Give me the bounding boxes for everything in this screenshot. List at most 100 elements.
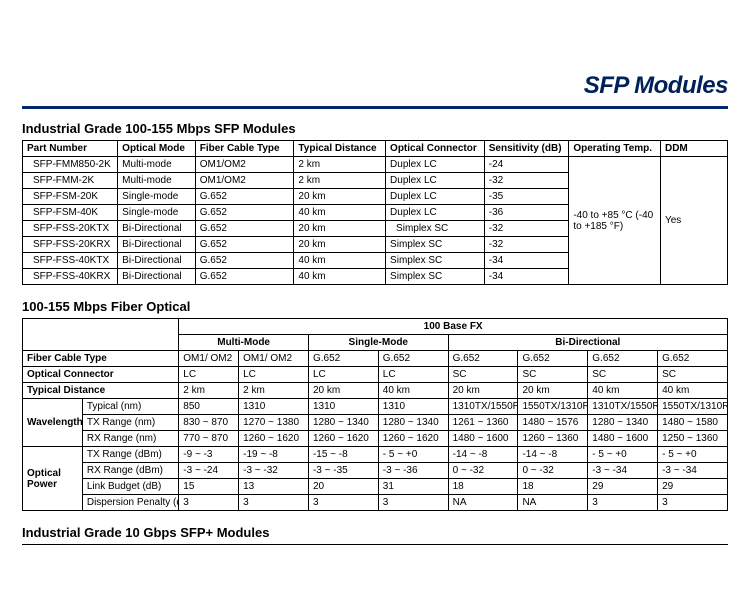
table-row: Optical Connector LC LC LC LC SC SC SC S… bbox=[23, 367, 728, 383]
cell: G.652 bbox=[448, 351, 518, 367]
col-fiber-cable-type: Fiber Cable Type bbox=[195, 141, 294, 157]
col-ddm: DDM bbox=[660, 141, 727, 157]
cell: -14 ~ -8 bbox=[518, 447, 588, 463]
cell: SFP-FSS-20KTX bbox=[23, 221, 118, 237]
cell: 40 km bbox=[294, 269, 386, 285]
cell: NA bbox=[518, 495, 588, 511]
row-rx-range-nm: RX Range (nm) bbox=[82, 431, 178, 447]
cell: 1280 ~ 1340 bbox=[588, 415, 658, 431]
cell: -35 bbox=[484, 189, 569, 205]
table-row: Fiber Cable Type OM1/ OM2 OM1/ OM2 G.652… bbox=[23, 351, 728, 367]
cell: 31 bbox=[378, 479, 448, 495]
cell: 1310 bbox=[378, 399, 448, 415]
table-row: TX Range (nm) 830 ~ 870 1270 ~ 1380 1280… bbox=[23, 415, 728, 431]
cell: 29 bbox=[658, 479, 728, 495]
cell: 40 km bbox=[658, 383, 728, 399]
cell: G.652 bbox=[195, 253, 294, 269]
cell: G.652 bbox=[195, 221, 294, 237]
row-tx-range-dbm: TX Range (dBm) bbox=[82, 447, 178, 463]
row-tx-range-nm: TX Range (nm) bbox=[82, 415, 178, 431]
cell: -34 bbox=[484, 269, 569, 285]
cell: G.652 bbox=[195, 189, 294, 205]
cell: G.652 bbox=[378, 351, 448, 367]
cell: -34 bbox=[484, 253, 569, 269]
cell: G.652 bbox=[588, 351, 658, 367]
section3-heading: Industrial Grade 10 Gbps SFP+ Modules bbox=[22, 525, 728, 540]
cell: SFP-FMM-2K bbox=[23, 173, 118, 189]
table-sfp-100-155: Part Number Optical Mode Fiber Cable Typ… bbox=[22, 140, 728, 285]
cell: 1280 ~ 1340 bbox=[378, 415, 448, 431]
cell: -14 ~ -8 bbox=[448, 447, 518, 463]
cell: 20 km bbox=[294, 189, 386, 205]
cell: Simplex SC bbox=[386, 221, 485, 237]
cell: LC bbox=[308, 367, 378, 383]
cell: 1550TX/1310RX bbox=[518, 399, 588, 415]
row-group-optical-power: Optical Power bbox=[23, 447, 83, 511]
cell: SFP-FSS-40KRX bbox=[23, 269, 118, 285]
table-row: RX Range (dBm) -3 ~ -24 -3 ~ -32 -3 ~ -3… bbox=[23, 463, 728, 479]
cell: 3 bbox=[179, 495, 239, 511]
cell: 3 bbox=[308, 495, 378, 511]
cell: NA bbox=[448, 495, 518, 511]
cell: Duplex LC bbox=[386, 205, 485, 221]
cell: SC bbox=[448, 367, 518, 383]
cell: -3 ~ -36 bbox=[378, 463, 448, 479]
cell: Duplex LC bbox=[386, 189, 485, 205]
row-fiber-cable-type: Fiber Cable Type bbox=[23, 351, 179, 367]
cell: G.652 bbox=[195, 269, 294, 285]
cell: Bi-Directional bbox=[118, 269, 196, 285]
cell: - 5 ~ +0 bbox=[378, 447, 448, 463]
page-title: SFP Modules bbox=[22, 72, 728, 100]
cell: -36 bbox=[484, 205, 569, 221]
cell: -9 ~ -3 bbox=[179, 447, 239, 463]
cell: 3 bbox=[239, 495, 309, 511]
cell: Multi-mode bbox=[118, 173, 196, 189]
section2-heading: 100-155 Mbps Fiber Optical bbox=[22, 299, 728, 314]
cell: Duplex LC bbox=[386, 157, 485, 173]
table-row: Typical Distance 2 km 2 km 20 km 40 km 2… bbox=[23, 383, 728, 399]
cell: -3 ~ -24 bbox=[179, 463, 239, 479]
blank-header bbox=[23, 319, 179, 351]
group-single-mode: Single-Mode bbox=[308, 335, 448, 351]
cell: Single-mode bbox=[118, 205, 196, 221]
cell: 40 km bbox=[294, 205, 386, 221]
cell: - 5 ~ +0 bbox=[658, 447, 728, 463]
cell: 830 ~ 870 bbox=[179, 415, 239, 431]
cell: 1310TX/1550RX bbox=[588, 399, 658, 415]
cell: 1310TX/1550RX bbox=[448, 399, 518, 415]
cell: Duplex LC bbox=[386, 173, 485, 189]
cell: SFP-FMM850-2K bbox=[23, 157, 118, 173]
cell: -3 ~ -35 bbox=[308, 463, 378, 479]
cell: 40 km bbox=[294, 253, 386, 269]
cell: Multi-mode bbox=[118, 157, 196, 173]
row-link-budget: Link Budget (dB) bbox=[82, 479, 178, 495]
cell: 0 ~ -32 bbox=[518, 463, 588, 479]
cell: -3 ~ -34 bbox=[588, 463, 658, 479]
row-typical-distance: Typical Distance bbox=[23, 383, 179, 399]
cell: OM1/OM2 bbox=[195, 157, 294, 173]
row-rx-range-dbm: RX Range (dBm) bbox=[82, 463, 178, 479]
cell: G.652 bbox=[308, 351, 378, 367]
table-row: Wavelength Typical (nm) 850 1310 1310 13… bbox=[23, 399, 728, 415]
cell: G.652 bbox=[658, 351, 728, 367]
col-optical-connector: Optical Connector bbox=[386, 141, 485, 157]
cell: 15 bbox=[179, 479, 239, 495]
cell: 20 km bbox=[518, 383, 588, 399]
cell: 2 km bbox=[294, 173, 386, 189]
table-row: RX Range (nm) 770 ~ 870 1260 ~ 1620 1260… bbox=[23, 431, 728, 447]
title-rule bbox=[22, 106, 728, 109]
cell: 1280 ~ 1340 bbox=[308, 415, 378, 431]
cell: LC bbox=[179, 367, 239, 383]
table-header-row: 100 Base FX bbox=[23, 319, 728, 335]
col-typical-distance: Typical Distance bbox=[294, 141, 386, 157]
cell: 20 km bbox=[308, 383, 378, 399]
row-group-wavelength: Wavelength bbox=[23, 399, 83, 447]
cell: 770 ~ 870 bbox=[179, 431, 239, 447]
cell: Bi-Directional bbox=[118, 237, 196, 253]
cell: 13 bbox=[239, 479, 309, 495]
table-row: SFP-FMM850-2K Multi-mode OM1/OM2 2 km Du… bbox=[23, 157, 728, 173]
top-header: 100 Base FX bbox=[179, 319, 728, 335]
cell: 40 km bbox=[588, 383, 658, 399]
cell: 3 bbox=[658, 495, 728, 511]
group-bi-directional: Bi-Directional bbox=[448, 335, 727, 351]
